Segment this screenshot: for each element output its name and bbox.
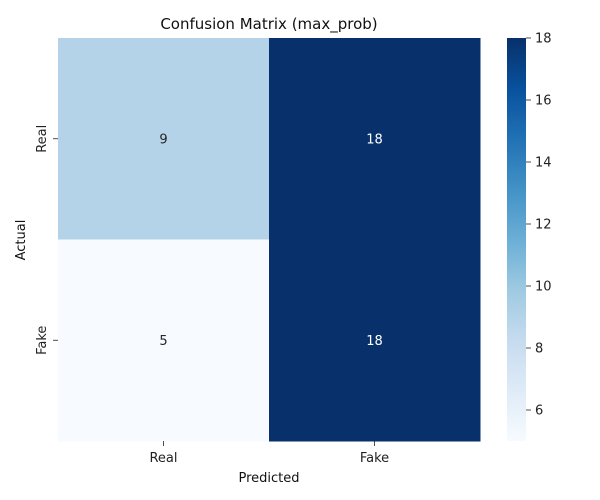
- x-axis: Real Fake: [149, 441, 389, 466]
- x-axis-label: Predicted: [238, 471, 299, 486]
- heatmap-cell-1-1: [269, 239, 481, 442]
- x-tick-label-0: Real: [149, 451, 177, 466]
- colorbar-tick-label-5: 16: [535, 94, 552, 109]
- y-axis-label: Actual: [14, 220, 29, 261]
- colorbar-tick-label-6: 18: [535, 32, 552, 47]
- heatmap-cells: [58, 38, 481, 442]
- heatmap-cell-labels: 9 18 5 18: [159, 132, 382, 349]
- colorbar-tick-label-4: 14: [535, 156, 552, 171]
- y-tick-label-1: Fake: [35, 326, 50, 355]
- heatmap-cell-0-0: [58, 38, 270, 240]
- cell-value-label-1-1: 18: [366, 334, 383, 349]
- cell-value-label-0-0: 9: [159, 132, 167, 147]
- colorbar-tick-label-1: 8: [535, 342, 543, 357]
- cell-value-label-0-1: 18: [366, 132, 383, 147]
- colorbar-tick-label-2: 10: [535, 280, 552, 295]
- heatmap-cell-0-1: [269, 38, 481, 240]
- heatmap-cell-1-0: [58, 239, 270, 442]
- colorbar: [507, 38, 526, 441]
- colorbar-tick-label-0: 6: [535, 404, 543, 419]
- y-tick-label-0: Real: [35, 125, 50, 153]
- x-tick-label-1: Fake: [360, 451, 389, 466]
- colorbar-ticks: 6 8 10 12 14 16 18: [526, 32, 552, 419]
- y-axis: Real Fake: [35, 125, 58, 355]
- chart-title: Confusion Matrix (max_prob): [160, 15, 377, 34]
- cell-value-label-1-0: 5: [159, 334, 167, 349]
- colorbar-tick-label-3: 12: [535, 218, 552, 233]
